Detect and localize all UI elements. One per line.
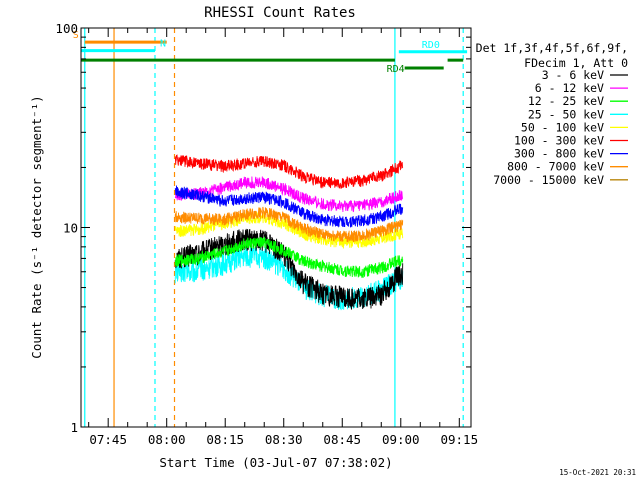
x-tick-label: 08:30 — [265, 432, 303, 447]
marker-layer — [84, 28, 464, 427]
legend-label: 12 - 25 keV — [528, 94, 604, 108]
axes-layer: 1 10 100 07:45 08:00 08:15 08:30 08:45 09:00 09:1… — [55, 21, 478, 447]
legend-label: 25 - 50 keV — [528, 107, 604, 121]
annotation-layer: S N RD0 RD4 — [73, 30, 468, 75]
legend-label: 6 - 12 keV — [535, 81, 604, 95]
legend-label: 300 - 800 keV — [514, 147, 604, 161]
y-tick-label: 100 — [55, 21, 78, 36]
series-line — [174, 154, 404, 190]
legend-header-line-1: Det 1f,3f,4f,5f,6f,9f, — [476, 41, 628, 55]
timestamp: 15-Oct-2021 20:31 — [559, 468, 636, 477]
annotation-label: RD0 — [422, 40, 440, 51]
series-line — [174, 185, 404, 228]
annotation-label: RD4 — [387, 64, 405, 75]
annotation-label: N — [160, 39, 166, 50]
legend-label: 800 - 7000 keV — [507, 160, 604, 174]
plot-frame — [80, 27, 472, 428]
x-tick-label: 08:00 — [148, 432, 186, 447]
x-axis-label: Start Time (03-Jul-07 07:38:02) — [159, 455, 392, 470]
legend-label: 3 - 6 keV — [542, 68, 604, 82]
series-line — [174, 236, 404, 278]
series-line — [174, 206, 404, 243]
series-line — [174, 211, 404, 249]
x-tick-label: 07:45 — [89, 432, 127, 447]
chart-title: RHESSI Count Rates — [204, 5, 356, 21]
series-layer — [174, 154, 404, 311]
legend: Det 1f,3f,4f,5f,6f,9f, FDecim 1, Att 0 3… — [476, 41, 628, 187]
legend-label: 100 - 300 keV — [514, 134, 604, 148]
annotation-label: S — [73, 30, 79, 41]
x-tick-label: 08:15 — [206, 432, 244, 447]
x-tick-label: 09:00 — [382, 432, 420, 447]
x-tick-label: 09:15 — [440, 432, 478, 447]
x-tick-label: 08:45 — [323, 432, 361, 447]
legend-label: 50 - 100 keV — [521, 120, 604, 134]
y-tick-label: 10 — [63, 221, 78, 236]
y-axis-label: Count Rate (s⁻¹ detector segment⁻¹) — [29, 95, 44, 358]
legend-label: 7000 - 15000 keV — [493, 173, 604, 187]
legend-header-line-2: FDecim 1, Att 0 — [524, 56, 628, 70]
y-tick-label: 1 — [70, 420, 78, 435]
